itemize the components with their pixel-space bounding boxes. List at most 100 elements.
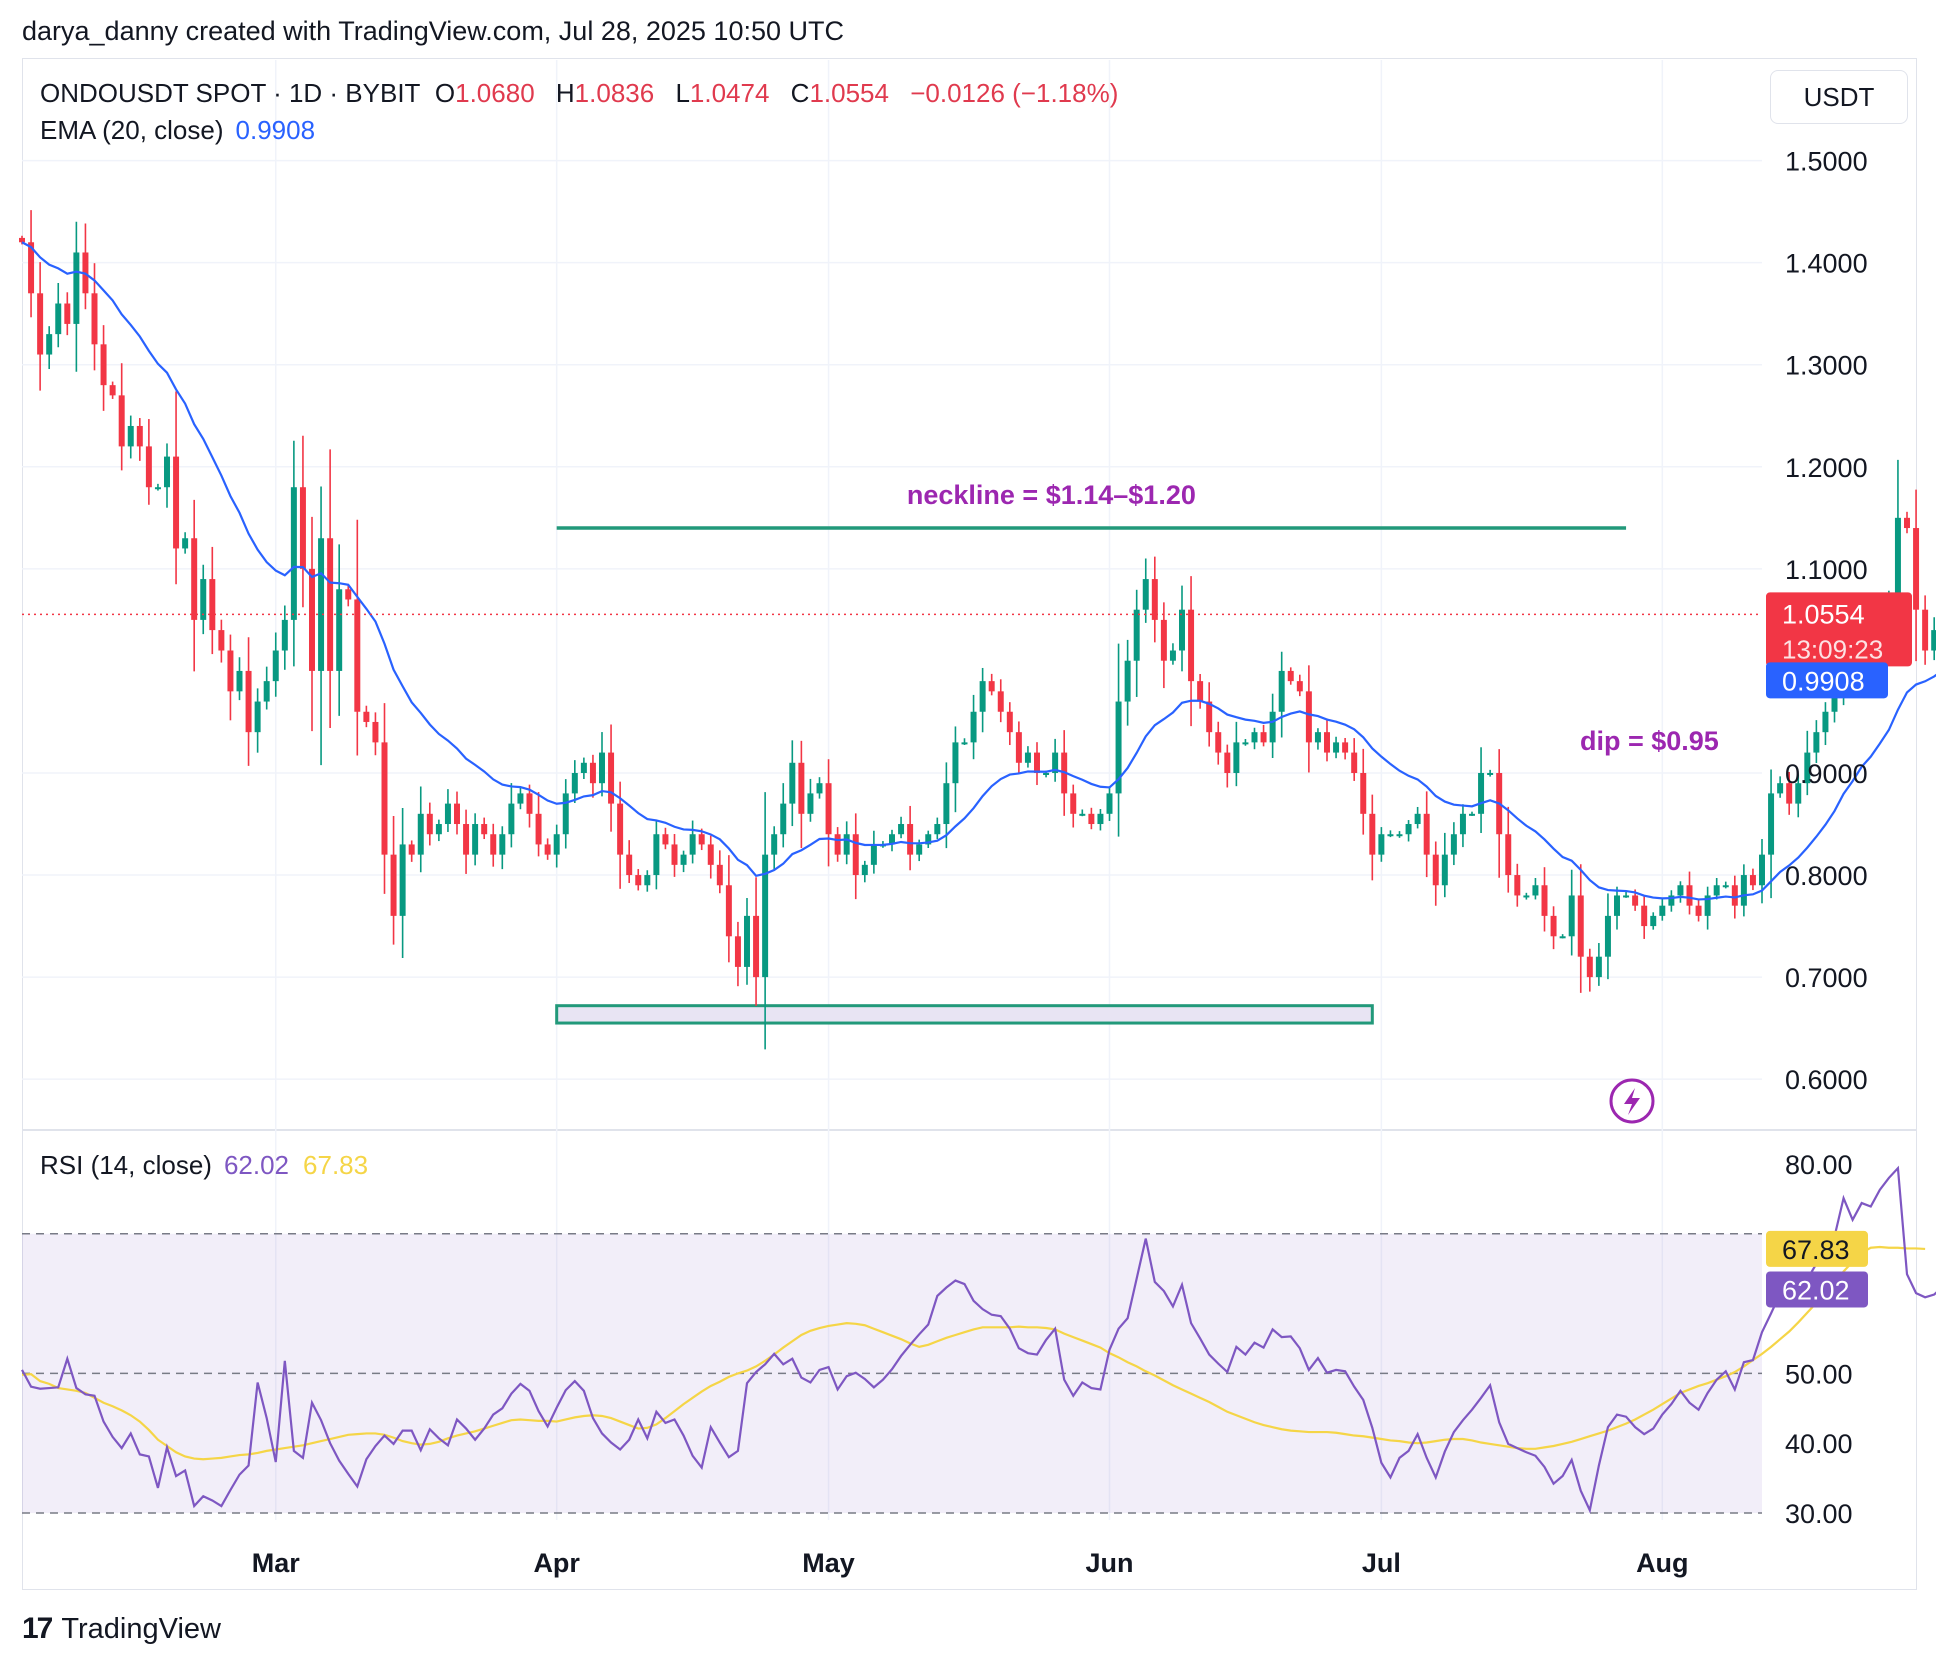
candle-body: [1342, 742, 1349, 753]
candle: [970, 694, 977, 760]
candle-body: [1296, 681, 1303, 692]
candle-body: [1469, 813, 1475, 816]
candle-body: [635, 875, 642, 886]
candle: [154, 483, 161, 491]
candle-body: [73, 252, 80, 324]
candle: [1197, 673, 1204, 709]
candle-body: [988, 681, 995, 692]
candle-body: [1559, 936, 1566, 939]
candle: [408, 840, 415, 862]
candle-body: [1414, 813, 1421, 825]
candle-body: [1478, 772, 1485, 814]
candle: [1188, 576, 1195, 727]
candle: [1786, 771, 1793, 815]
candle-body: [118, 395, 125, 447]
candle: [1215, 721, 1222, 765]
candle-body: [309, 568, 315, 671]
candle-body: [1351, 752, 1358, 773]
rsi-legend[interactable]: RSI (14, close) 62.02 67.83: [40, 1150, 368, 1181]
candle: [1804, 730, 1811, 796]
rsi-label: RSI (14, close): [40, 1150, 212, 1180]
candle: [997, 679, 1004, 723]
candle: [952, 726, 959, 813]
open-value: 1.0680: [455, 78, 535, 108]
candle: [535, 792, 542, 857]
candle-body: [1795, 783, 1802, 804]
candle: [1106, 786, 1113, 821]
candle: [798, 740, 805, 849]
candle: [907, 805, 914, 871]
tradingview-logo[interactable]: 17 TradingView: [22, 1612, 221, 1646]
candle-body: [327, 538, 334, 671]
candle-body: [408, 844, 415, 855]
time-tick-label: Jul: [1362, 1548, 1401, 1578]
candle-body: [934, 824, 941, 835]
candle-body: [91, 293, 98, 345]
candle: [1296, 674, 1303, 697]
candle-body: [1541, 885, 1548, 916]
candle-body: [1550, 915, 1557, 937]
candle-body: [127, 425, 134, 447]
candle-body: [1659, 905, 1666, 916]
candle-body: [37, 293, 44, 355]
candle: [852, 813, 859, 900]
candle-body: [1423, 813, 1430, 855]
candle: [934, 817, 941, 840]
candle-body: [1233, 742, 1240, 773]
rsi-lines: [21, 1165, 1936, 1514]
candle: [680, 850, 687, 873]
candle: [580, 757, 587, 780]
candle: [1034, 742, 1040, 786]
candle: [544, 838, 551, 860]
candle-body: [834, 834, 841, 855]
candle-body: [1523, 895, 1530, 898]
candle-body: [1813, 732, 1820, 753]
candle: [1695, 900, 1702, 922]
currency-button[interactable]: USDT: [1770, 70, 1908, 124]
candle: [689, 820, 696, 864]
candle: [1169, 643, 1176, 665]
candle-body: [1387, 834, 1394, 837]
candle-body: [390, 854, 397, 916]
ema-line: [21, 241, 1936, 901]
candle-body: [1459, 813, 1466, 835]
candle: [1459, 804, 1466, 848]
candle: [64, 292, 71, 336]
candles: [19, 210, 1936, 1050]
candle-body: [272, 650, 279, 682]
candle-body: [1106, 793, 1113, 814]
last-price-tag-value: 1.0554: [1782, 599, 1865, 629]
candle-body: [1015, 732, 1022, 763]
candle-body: [816, 783, 823, 794]
candle-body: [698, 834, 705, 845]
candle-body: [499, 834, 506, 855]
candle: [1913, 489, 1920, 662]
candle-body: [1704, 895, 1711, 916]
candle-body: [1822, 711, 1829, 733]
symbol-label[interactable]: ONDOUSDT SPOT · 1D · BYBIT: [40, 78, 421, 108]
candle: [1414, 806, 1421, 829]
candle: [1795, 774, 1802, 818]
candle: [1813, 720, 1820, 763]
candle-body: [1324, 732, 1330, 753]
candle: [109, 381, 116, 399]
rsi-tick-label: 50.00: [1785, 1359, 1853, 1389]
rsi-tag-value: 62.02: [1782, 1275, 1850, 1305]
candle: [1260, 724, 1267, 747]
candle: [481, 817, 488, 840]
candle-body: [263, 681, 270, 702]
candle-body: [1586, 956, 1593, 978]
candle: [354, 519, 361, 756]
candle-body: [1043, 772, 1050, 775]
candle-body: [617, 803, 624, 855]
candle-body: [472, 824, 479, 855]
candle: [1722, 881, 1729, 889]
ema-legend[interactable]: EMA (20, close) 0.9908: [40, 115, 315, 146]
rsi-tick-label: 80.00: [1785, 1150, 1853, 1180]
candle: [426, 802, 433, 846]
candle-body: [662, 834, 669, 845]
candle-body: [725, 885, 732, 937]
candle-body: [1151, 579, 1158, 620]
candle: [145, 419, 152, 505]
